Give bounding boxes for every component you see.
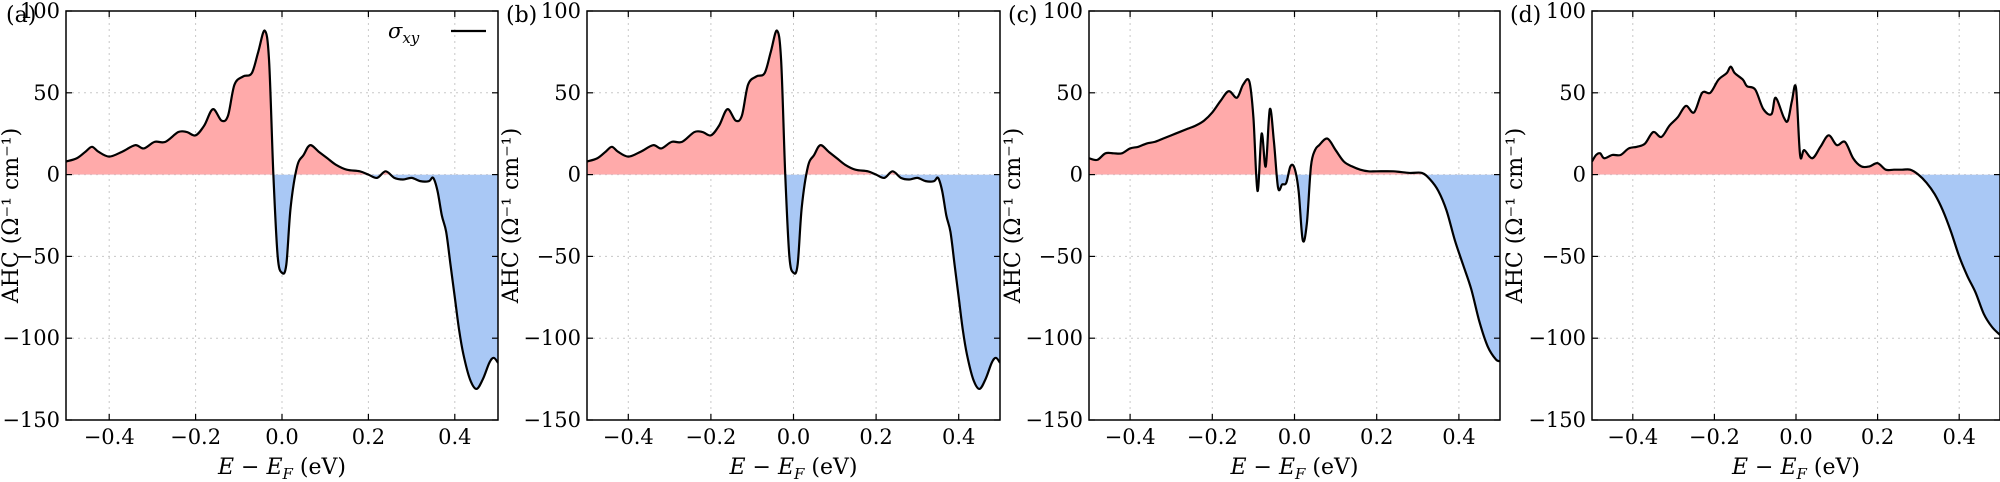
x-tick-label: 0.4 — [942, 425, 975, 449]
plot-area — [1089, 78, 1500, 363]
y-tick-label: 100 — [20, 0, 60, 23]
panel-label: (d) — [1510, 3, 1541, 28]
y-tick-label: −150 — [1528, 408, 1586, 432]
y-tick-label: −50 — [537, 244, 581, 268]
x-axis-title: E − EF (eV) — [1731, 455, 1860, 482]
x-tick-label: 0.0 — [265, 425, 298, 449]
x-tick-label: −0.4 — [84, 425, 135, 449]
plot-area — [66, 29, 498, 391]
x-tick-label: −0.2 — [685, 425, 736, 449]
series-line-sigma-xy — [1089, 78, 1500, 363]
x-axis-title: E − EF (eV) — [217, 455, 346, 482]
y-tick-label: 100 — [1546, 0, 1586, 23]
y-tick-label: 100 — [1043, 0, 1083, 23]
series-line-sigma-xy — [1592, 65, 2000, 336]
y-tick-label: 0 — [1070, 163, 1083, 187]
y-tick-label: 0 — [1573, 163, 1586, 187]
y-tick-label: −100 — [2, 326, 60, 350]
y-tick-label: −150 — [523, 408, 581, 432]
panel-label: (a) — [6, 3, 36, 28]
y-tick-label: 50 — [554, 81, 581, 105]
panel-label: (b) — [506, 3, 537, 28]
x-tick-label: −0.2 — [170, 425, 221, 449]
x-tick-label: 0.2 — [1360, 425, 1393, 449]
panel-a: −0.4 −0.2 0.0 0.2 0.4 −150 −100 −50 0 50 100 E − EF… — [0, 0, 499, 482]
x-tick-label: −0.4 — [1607, 425, 1658, 449]
y-tick-label: 0 — [47, 163, 60, 187]
panel-c: −0.4 −0.2 0.0 0.2 0.4 −150 −100 −50 0 50 100 E − EF… — [1001, 0, 1501, 482]
x-tick-label: 0.2 — [1861, 425, 1894, 449]
legend-label: σxy — [388, 19, 420, 47]
y-axis-title: AHC (Ω⁻¹ cm⁻¹) — [1503, 128, 1528, 304]
y-tick-label: −150 — [2, 408, 60, 432]
y-axis-title: AHC (Ω⁻¹ cm⁻¹) — [499, 128, 524, 304]
y-tick-label: 50 — [1056, 81, 1083, 105]
y-tick-label: −50 — [1039, 244, 1083, 268]
y-tick-label: 100 — [541, 0, 581, 23]
plot-area — [587, 29, 1000, 391]
y-tick-label: 50 — [1559, 81, 1586, 105]
y-tick-label: −100 — [523, 326, 581, 350]
x-tick-label: 0.4 — [1442, 425, 1475, 449]
series-line-sigma-xy — [587, 29, 1000, 391]
legend: σxy — [388, 19, 486, 47]
x-tick-label: −0.2 — [1689, 425, 1740, 449]
y-tick-label: 0 — [568, 163, 581, 187]
x-tick-label: 0.0 — [777, 425, 810, 449]
x-axis-title: E − EF (eV) — [728, 455, 857, 482]
positive-fill — [1592, 66, 2000, 175]
x-tick-label: −0.4 — [1105, 425, 1156, 449]
y-tick-label: −50 — [16, 244, 60, 268]
x-axis-title: E − EF (eV) — [1229, 455, 1358, 482]
panel-d: −0.4 −0.2 0.0 0.2 0.4 −150 −100 −50 0 50 100 E − EF… — [1503, 0, 2000, 482]
plot-area — [1592, 65, 2000, 336]
x-tick-label: 0.4 — [438, 425, 471, 449]
y-tick-label: −50 — [1542, 244, 1586, 268]
grid — [1089, 10, 1500, 421]
x-tick-label: 0.0 — [1779, 425, 1812, 449]
panel-b: −0.4 −0.2 0.0 0.2 0.4 −150 −100 −50 0 50 100 E − EF… — [499, 0, 1001, 482]
y-axis-title: AHC (Ω⁻¹ cm⁻¹) — [0, 128, 24, 304]
panel-label: (c) — [1008, 3, 1038, 28]
positive-fill — [66, 30, 498, 175]
y-tick-label: −150 — [1025, 408, 1083, 432]
y-tick-label: 50 — [33, 81, 60, 105]
grid — [1592, 10, 2000, 421]
x-tick-label: −0.2 — [1187, 425, 1238, 449]
y-tick-label: −100 — [1025, 326, 1083, 350]
y-tick-label: −100 — [1528, 326, 1586, 350]
positive-fill — [587, 30, 1000, 175]
x-tick-label: 0.2 — [352, 425, 385, 449]
x-tick-label: 0.2 — [859, 425, 892, 449]
positive-fill — [1089, 79, 1500, 175]
x-tick-label: −0.4 — [603, 425, 654, 449]
y-axis-title: AHC (Ω⁻¹ cm⁻¹) — [1001, 128, 1026, 304]
series-line-sigma-xy — [66, 29, 498, 391]
negative-fill — [1256, 174, 1500, 362]
x-tick-label: 0.0 — [1278, 425, 1311, 449]
x-tick-label: 0.4 — [1942, 425, 1975, 449]
